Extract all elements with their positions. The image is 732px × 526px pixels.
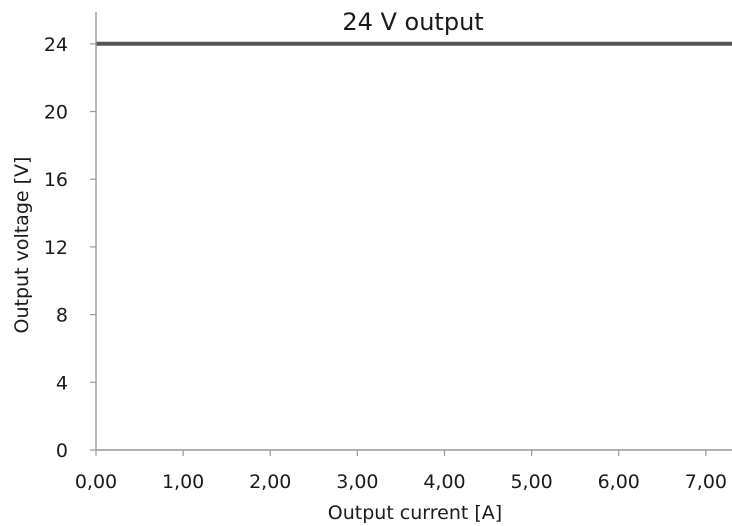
- x-tick-label: 0,00: [75, 471, 117, 493]
- y-tick-label: 24: [44, 34, 68, 56]
- x-tick-label: 3,00: [336, 471, 378, 493]
- y-tick-label: 4: [56, 372, 68, 394]
- x-axis-label: Output current [A]: [328, 502, 502, 524]
- x-tick-label: 2,00: [249, 471, 291, 493]
- y-tick-label: 20: [44, 102, 68, 124]
- x-tick-label: 5,00: [510, 471, 552, 493]
- x-tick-label: 1,00: [162, 471, 204, 493]
- y-axis-label: Output voltage [V]: [11, 157, 33, 334]
- x-tick-label: 7,00: [685, 471, 727, 493]
- y-tick-label: 8: [56, 305, 68, 327]
- x-tick-label: 4,00: [423, 471, 465, 493]
- y-ticks: 0 4 8 12 16 20 24: [44, 34, 96, 462]
- x-tick-label: 6,00: [598, 471, 640, 493]
- chart-title: 24 V output: [342, 8, 483, 36]
- x-ticks: 0,00 1,00 2,00 3,00 4,00 5,00 6,00 7,00: [75, 450, 727, 493]
- y-tick-label: 16: [44, 169, 68, 191]
- y-tick-label: 0: [56, 440, 68, 462]
- y-tick-label: 12: [44, 237, 68, 259]
